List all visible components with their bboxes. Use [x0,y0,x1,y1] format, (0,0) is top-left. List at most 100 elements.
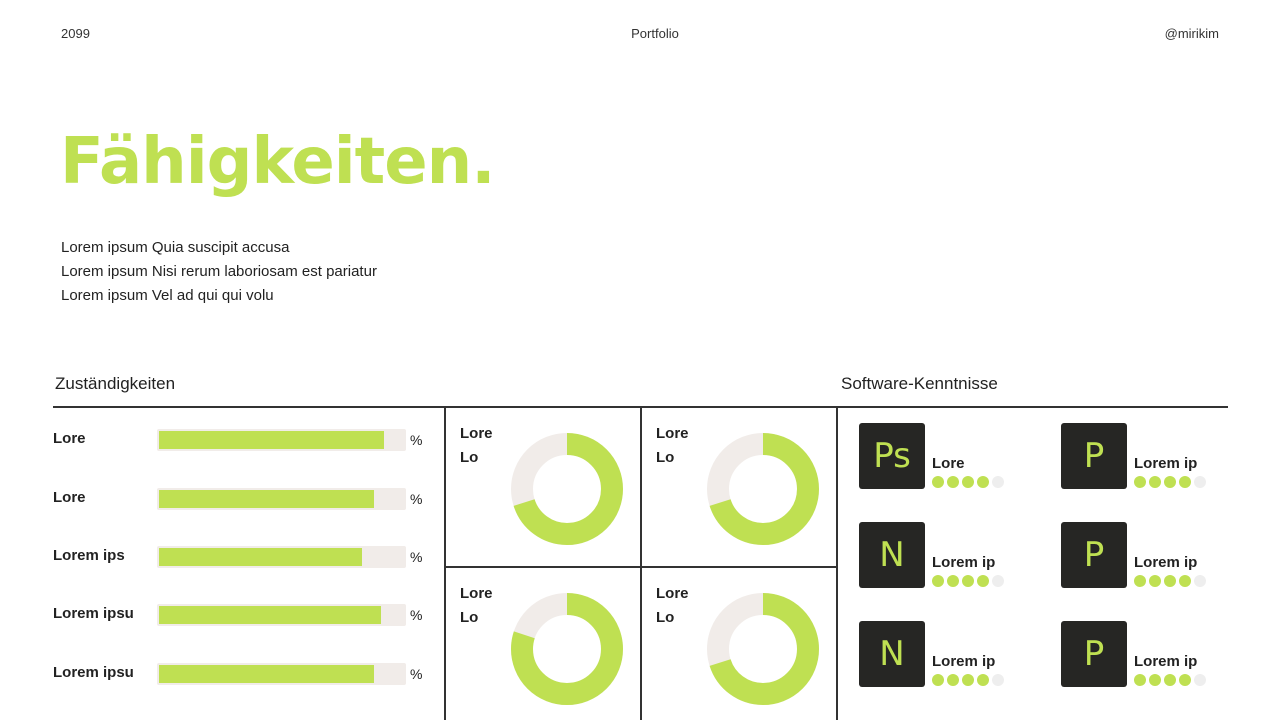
rating-dot [932,476,944,488]
donut-fill [707,593,819,705]
skill-progress-fill [159,548,362,566]
donut-label-line2: Lo [460,609,479,626]
rating-dot [977,476,989,488]
software-label: Lorem ip [932,653,996,670]
software-rating [932,674,1004,686]
donut-chart [707,433,819,545]
donut-label-line2: Lo [460,449,479,466]
donut-label: Lore Lo [460,582,493,630]
rating-dot [1179,575,1191,587]
skill-progress-fill [159,606,382,624]
divider [444,566,836,568]
donut-label: Lore Lo [460,422,493,470]
donut-label-line1: Lore [656,425,689,442]
rating-dot [1149,674,1161,686]
skill-percent: % [410,432,423,448]
donut-chart [511,593,623,705]
donut-label-line1: Lore [656,585,689,602]
skill-percent: % [410,491,423,507]
software-icon: P [1061,423,1127,489]
divider [640,406,642,720]
rating-dot [932,575,944,587]
rating-dot [1164,674,1176,686]
software-label: Lorem ip [932,554,996,571]
section-title-responsibilities: Zuständigkeiten [55,374,176,393]
rating-dot [977,575,989,587]
rating-dot [962,575,974,587]
software-icon: N [859,621,925,687]
rating-dot [1149,575,1161,587]
rating-dot [1149,476,1161,488]
software-rating [932,575,1004,587]
rating-dot [977,674,989,686]
rating-dot [932,674,944,686]
rating-dot [947,575,959,587]
rating-dot [1194,674,1206,686]
donut-chart [707,593,819,705]
donut-fill [511,433,623,545]
software-icon: Ps [859,423,925,489]
skill-label: Lorem ipsu [53,664,134,681]
rating-dot [1179,674,1191,686]
donut-label: Lore Lo [656,582,689,630]
rating-dot [1134,476,1146,488]
skill-progress-fill [159,431,384,449]
donut-label-line2: Lo [656,609,675,626]
skill-progress-fill [159,665,374,683]
skill-label: Lorem ipsu [53,605,134,622]
skill-label: Lorem ips [53,547,125,564]
software-label: Lore [932,455,965,472]
skill-percent: % [410,607,423,623]
rating-dot [1194,575,1206,587]
skill-percent: % [410,549,423,565]
rating-dot [1134,575,1146,587]
skill-progress-bar [157,663,406,685]
rating-dot [992,575,1004,587]
software-label: Lorem ip [1134,653,1198,670]
rating-dot [947,674,959,686]
rating-dot [1164,476,1176,488]
rating-dot [992,476,1004,488]
skill-percent: % [410,666,423,682]
divider [836,406,838,720]
donut-label-line1: Lore [460,425,493,442]
skill-label: Lore [53,489,86,506]
software-icon: P [1061,621,1127,687]
rating-dot [1164,575,1176,587]
description-line: Lorem ipsum Nisi rerum laboriosam est pa… [61,263,377,280]
software-label: Lorem ip [1134,554,1198,571]
software-icon: P [1061,522,1127,588]
header-title: Portfolio [631,26,679,41]
header-handle: @mirikim [1164,26,1219,41]
rating-dot [1179,476,1191,488]
donut-chart [511,433,623,545]
skill-label: Lore [53,430,86,447]
rating-dot [1134,674,1146,686]
rating-dot [962,476,974,488]
skill-progress-fill [159,490,374,508]
software-rating [1134,575,1206,587]
donut-label: Lore Lo [656,422,689,470]
description-line: Lorem ipsum Quia suscipit accusa [61,239,290,256]
section-title-software: Software-Kenntnisse [841,374,998,393]
software-label: Lorem ip [1134,455,1198,472]
rating-dot [947,476,959,488]
divider [444,406,446,720]
description-line: Lorem ipsum Vel ad qui qui volu [61,287,274,304]
software-rating [1134,674,1206,686]
rating-dot [992,674,1004,686]
donut-fill [707,433,819,545]
donut-label-line2: Lo [656,449,675,466]
skill-progress-bar [157,429,406,451]
header-year: 2099 [61,26,90,41]
donut-label-line1: Lore [460,585,493,602]
rating-dot [1194,476,1206,488]
software-rating [1134,476,1206,488]
rating-dot [962,674,974,686]
software-icon: N [859,522,925,588]
skill-progress-bar [157,546,406,568]
page-title: Fähigkeiten. [60,125,496,199]
software-rating [932,476,1004,488]
skill-progress-bar [157,488,406,510]
donut-fill [511,593,623,705]
